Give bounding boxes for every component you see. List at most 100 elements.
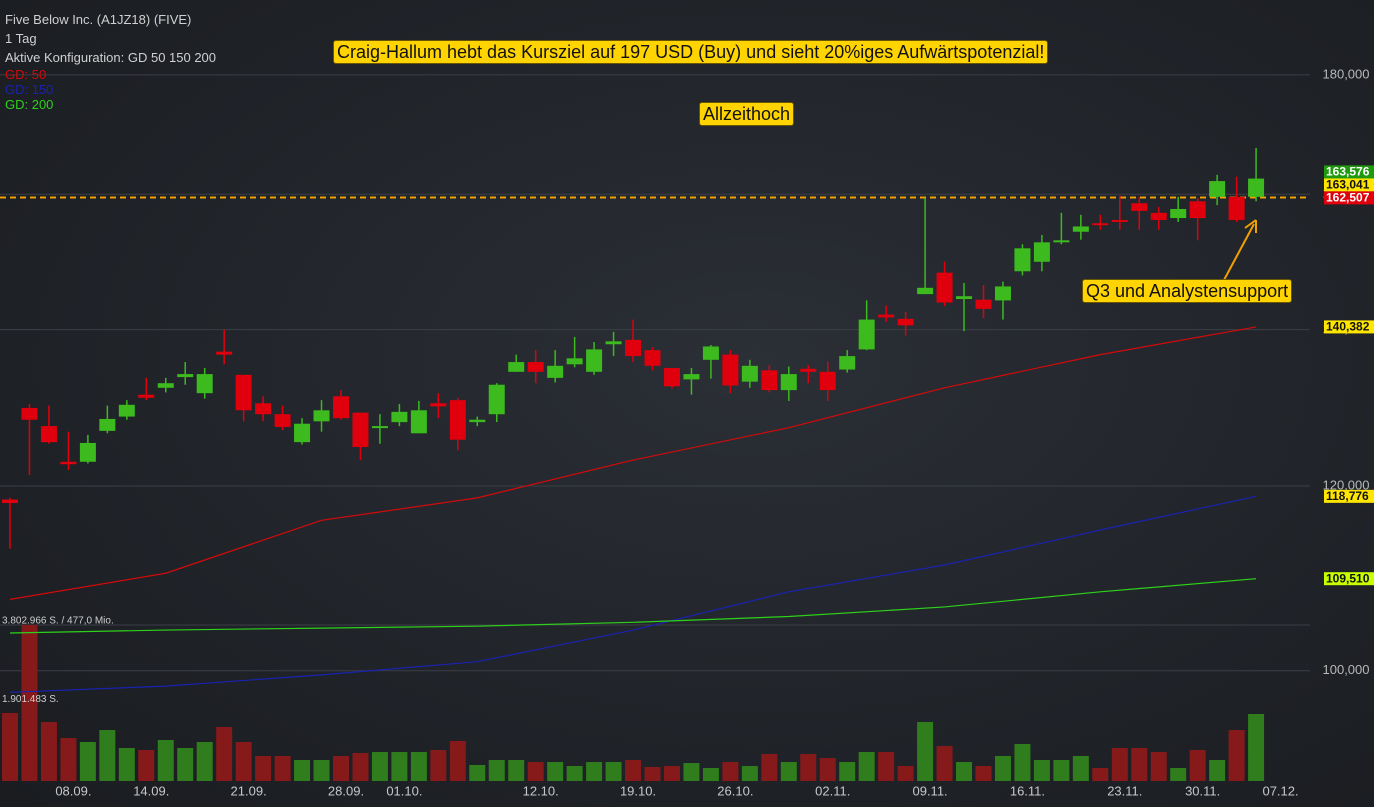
candle-body <box>235 374 252 411</box>
legend-entry: GD: 200 <box>5 97 54 112</box>
volume-bar <box>118 748 135 781</box>
candle-body <box>1228 196 1245 220</box>
candle-body <box>21 407 38 420</box>
volume-bar <box>449 740 466 781</box>
volume-bar <box>858 752 875 781</box>
candle-body <box>1092 223 1109 226</box>
candle-body <box>1014 248 1031 272</box>
candle-body <box>1072 226 1089 232</box>
candle-body <box>410 410 427 434</box>
volume-bar <box>839 762 856 781</box>
candle-body <box>196 374 213 394</box>
volume-bar <box>1053 759 1070 781</box>
candle-body <box>118 404 135 417</box>
volume-tick-label: 1.901.483 S. <box>2 694 59 705</box>
x-tick-label: 09.11. <box>912 783 947 798</box>
volume-bar <box>332 755 349 781</box>
interval: 1 Tag <box>5 31 37 46</box>
candle-body <box>780 374 797 391</box>
volume-bar <box>1014 744 1031 781</box>
volume-bar <box>994 755 1011 781</box>
volume-bar <box>313 759 330 781</box>
candle-body <box>1150 212 1167 220</box>
volume-bar <box>1131 748 1148 781</box>
x-tick-label: 30.11. <box>1185 783 1220 798</box>
candle-body <box>469 419 486 423</box>
volume-bar <box>508 759 525 781</box>
candle-body <box>956 296 973 300</box>
volume-bar <box>897 766 914 781</box>
candle-body <box>722 354 739 386</box>
annotation-arrow <box>1223 223 1255 281</box>
volume-bar <box>1092 767 1109 781</box>
candle-body <box>60 461 77 465</box>
volume-bar <box>371 752 388 781</box>
candle-body <box>819 371 836 391</box>
x-tick-label: 16.11. <box>1010 783 1045 798</box>
volume-bar <box>235 741 252 781</box>
volume-bar <box>99 730 116 781</box>
price-tag <box>1324 191 1374 205</box>
candle-body <box>761 370 778 391</box>
volume-bar <box>1228 730 1245 781</box>
volume-bar <box>469 764 486 781</box>
candle-body <box>138 394 155 398</box>
volume-bar <box>1189 749 1206 781</box>
volume-bar <box>60 738 77 781</box>
candle-body <box>1111 219 1128 222</box>
candle-body <box>332 396 349 419</box>
candle-body <box>1209 181 1226 197</box>
candle-body <box>1033 242 1050 262</box>
candle-body <box>449 400 466 440</box>
volume-bar <box>780 762 797 781</box>
volume-bar <box>294 759 311 781</box>
candle-body <box>702 346 719 360</box>
volume-bar <box>644 767 661 781</box>
volume-bar <box>702 767 719 781</box>
volume-bar <box>138 749 155 781</box>
price-tag-label: 118,776 <box>1326 489 1369 503</box>
candle-body <box>1189 201 1206 219</box>
candle-body <box>605 341 622 345</box>
volume-bar <box>605 762 622 781</box>
candle-body <box>79 442 96 462</box>
candle-body <box>40 426 57 443</box>
candle-body <box>99 418 116 431</box>
volume-bar <box>761 754 778 781</box>
volume-bar <box>177 748 194 781</box>
legend-entry: GD: 150 <box>5 82 54 97</box>
candle-body <box>975 299 992 309</box>
candle-body <box>391 411 408 423</box>
volume-bar <box>488 759 505 781</box>
volume-bar <box>800 754 817 781</box>
volume-bar <box>1170 767 1187 781</box>
annotation: Q3 und Analystensupport <box>1082 279 1293 303</box>
x-tick-label: 26.10. <box>717 783 753 798</box>
volume-bar <box>1072 755 1089 781</box>
candle-body <box>508 362 525 372</box>
candle-body <box>1053 240 1070 243</box>
x-tick-label: 08.09. <box>55 783 91 798</box>
volume-bar <box>391 752 408 781</box>
volume-bar <box>936 745 953 781</box>
x-tick-label: 07.12. <box>1262 783 1298 798</box>
volume-tick-label: 3.802.966 S. / 477,0 Mio. <box>2 616 114 627</box>
price-tag-label: 109,510 <box>1326 571 1370 585</box>
moving-average-line <box>9 578 1257 634</box>
candle-body <box>663 368 680 387</box>
volume-bar <box>21 624 38 781</box>
candle-body <box>586 349 603 372</box>
candle-body <box>274 414 291 427</box>
volume-bar <box>255 755 272 781</box>
volume-bar <box>196 741 213 781</box>
candle-body <box>1248 178 1265 197</box>
candle-body <box>839 356 856 370</box>
candle-body <box>897 318 914 326</box>
volume-bar <box>683 763 700 781</box>
candle-body <box>858 319 875 350</box>
volume-bar <box>663 766 680 781</box>
moving-average-line <box>9 495 1257 693</box>
volume-bar <box>917 722 934 781</box>
x-tick-label: 28.09. <box>328 783 364 798</box>
